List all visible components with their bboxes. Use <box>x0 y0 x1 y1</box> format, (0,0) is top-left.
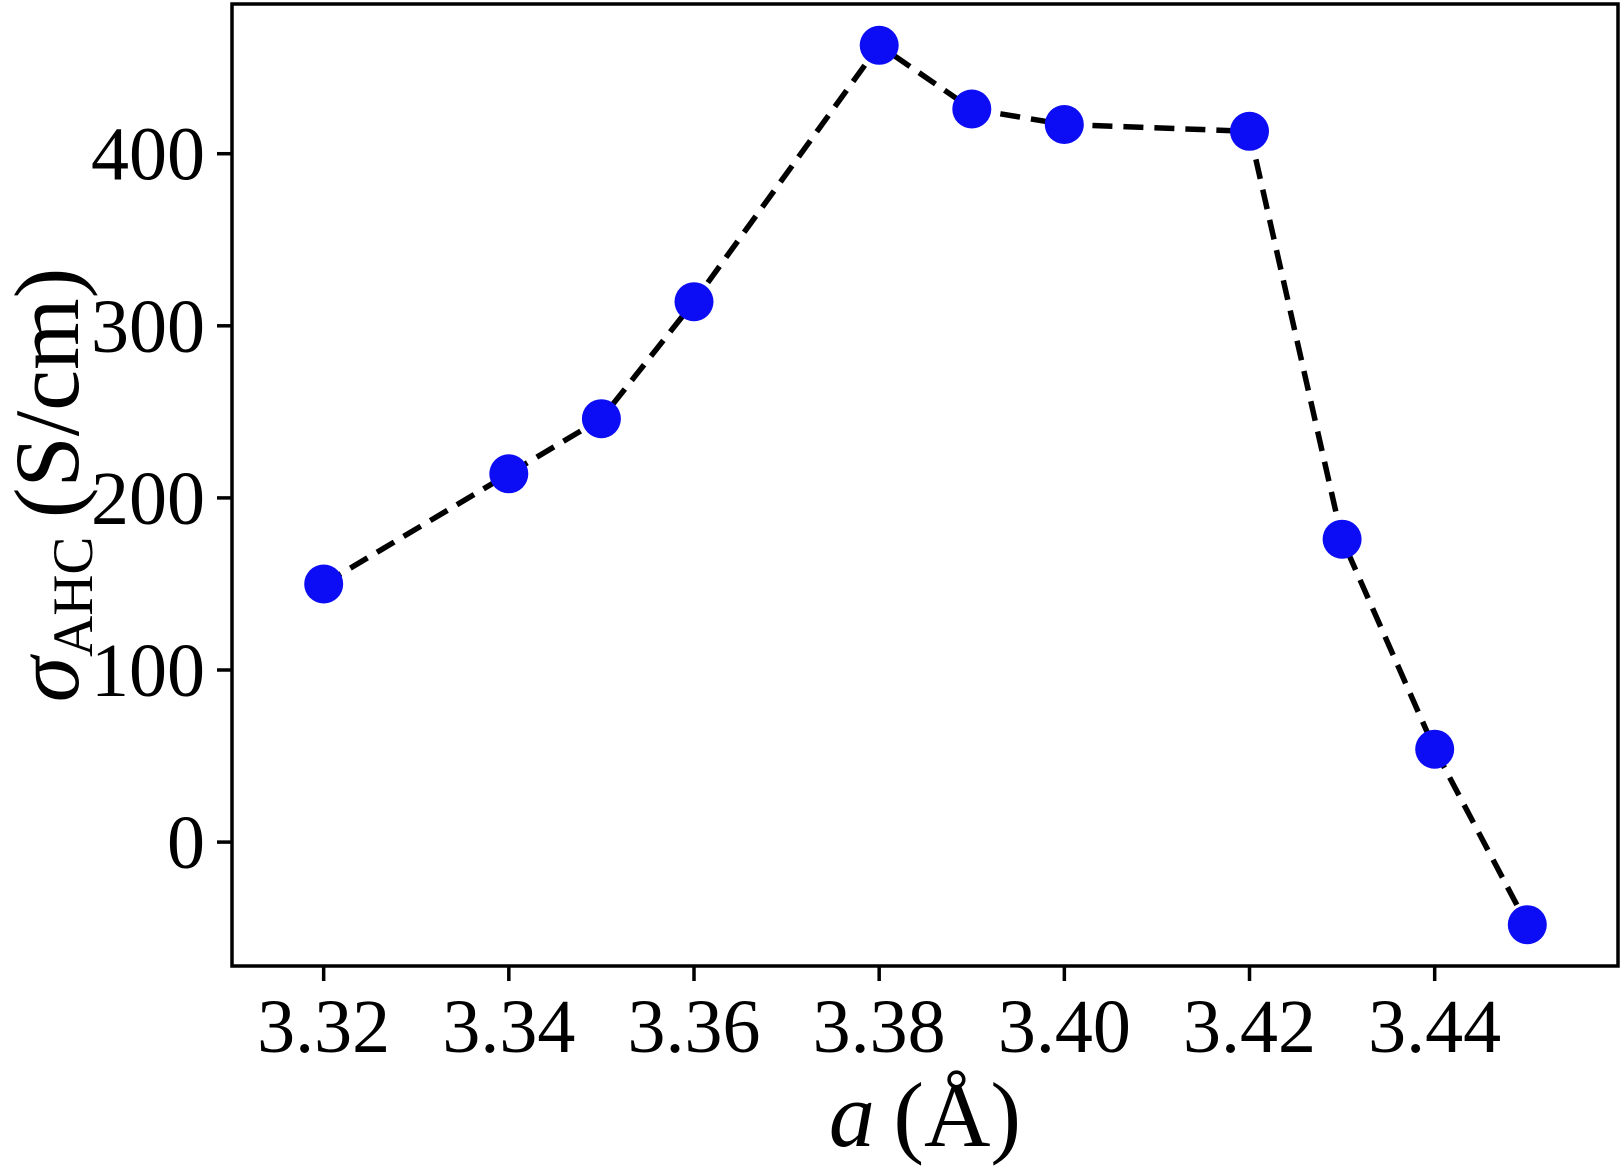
y-axis-label-unit: (S/cm) <box>0 268 98 537</box>
y-axis-label: σAHC (S/cm) <box>0 268 105 703</box>
y-tick-label: 200 <box>91 457 205 541</box>
data-point <box>859 25 899 65</box>
x-tick-label: 3.32 <box>257 985 390 1069</box>
data-point <box>1507 905 1547 945</box>
x-axis-label: a (Å) <box>829 1064 1021 1166</box>
y-axis-label-subscript: AHC <box>42 537 105 657</box>
x-tick-label: 3.42 <box>1183 985 1316 1069</box>
data-point <box>952 89 992 129</box>
plot-frame <box>230 2 1620 968</box>
data-point <box>489 454 529 494</box>
x-axis-label-unit: (Å) <box>875 1064 1021 1166</box>
y-tick-label: 400 <box>91 113 205 197</box>
data-point <box>1044 105 1084 144</box>
x-tick-label: 3.34 <box>442 985 575 1069</box>
x-axis-label-variable: a <box>829 1064 875 1166</box>
y-axis-label-symbol: σ <box>0 653 98 702</box>
x-tick-label: 3.38 <box>813 985 946 1069</box>
data-point <box>674 282 714 322</box>
data-point <box>1230 111 1269 151</box>
y-tick-label: 0 <box>167 801 205 885</box>
x-tick-label: 3.44 <box>1368 985 1501 1069</box>
data-point <box>1415 729 1455 769</box>
data-point <box>581 399 621 439</box>
data-point <box>1322 519 1362 559</box>
y-tick-label: 300 <box>91 285 205 369</box>
y-tick-label: 100 <box>91 629 205 713</box>
data-point <box>304 564 344 604</box>
x-tick-label: 3.36 <box>628 985 761 1069</box>
x-tick-label: 3.40 <box>998 985 1131 1069</box>
